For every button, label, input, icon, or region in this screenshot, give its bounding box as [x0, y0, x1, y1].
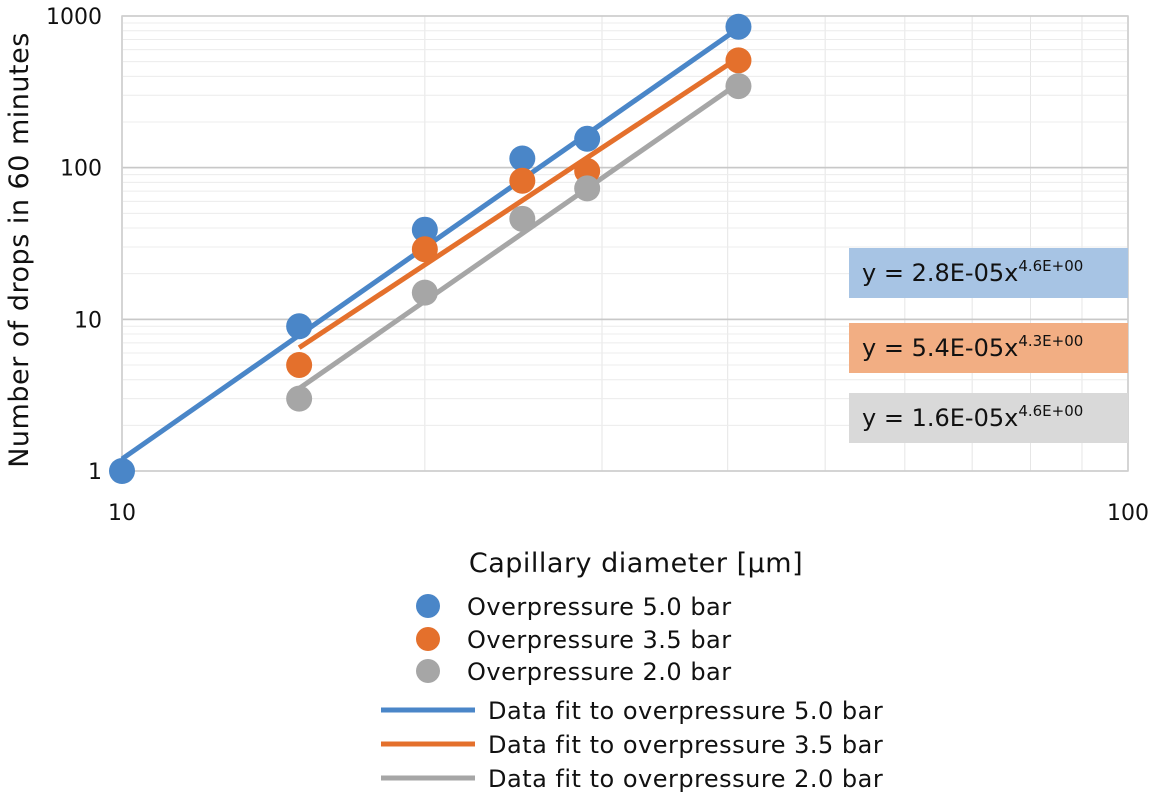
data-point: [411, 216, 438, 243]
legend-marker: [416, 594, 440, 618]
data-point: [509, 205, 536, 232]
legend-label: Data fit to overpressure 5.0 bar: [488, 697, 883, 725]
equation-text: y = 1.6E-05x4.6E+00: [862, 402, 1083, 432]
legend-label: Overpressure 2.0 bar: [467, 658, 732, 686]
data-point: [574, 175, 601, 202]
data-point: [286, 385, 313, 412]
y-tick-label: 1000: [46, 5, 102, 30]
y-axis-title: Number of drops in 60 minutes: [4, 32, 35, 468]
equation-box: [849, 323, 1128, 373]
x-axis-title: Capillary diameter [µm]: [469, 548, 803, 579]
legend-marker: [416, 659, 440, 683]
legend-label: Overpressure 5.0 bar: [467, 593, 732, 621]
legend-marker: [416, 627, 440, 651]
equation-exponent: 4.6E+00: [1018, 402, 1083, 420]
data-point: [574, 125, 601, 152]
data-point: [509, 167, 536, 194]
data-point: [411, 236, 438, 263]
equation-base: y = 1.6E-05x: [862, 404, 1018, 432]
data-point: [286, 313, 313, 340]
data-point: [509, 145, 536, 172]
fit-equations: y = 2.8E-05x4.6E+00y = 5.4E-05x4.3E+00y …: [849, 248, 1128, 443]
equation-exponent: 4.3E+00: [1018, 332, 1083, 350]
fit-line: [297, 81, 740, 391]
legend-label: Data fit to overpressure 3.5 bar: [488, 731, 883, 759]
data-point: [725, 73, 752, 100]
fit-line: [297, 55, 740, 350]
data-points: [109, 13, 752, 484]
data-point: [109, 458, 135, 484]
legend-label: Data fit to overpressure 2.0 bar: [488, 765, 883, 793]
data-point: [411, 279, 438, 306]
y-tick-label: 1: [88, 460, 102, 485]
equation-base: y = 2.8E-05x: [862, 259, 1018, 287]
data-point: [725, 13, 752, 40]
equation-text: y = 2.8E-05x4.6E+00: [862, 257, 1083, 287]
equation-text: y = 5.4E-05x4.3E+00: [862, 332, 1083, 362]
data-point: [725, 47, 752, 74]
equation-base: y = 5.4E-05x: [862, 334, 1018, 362]
grid: [121, 15, 1129, 472]
legend: Overpressure 5.0 bar Overpressure 3.5 bar…: [381, 593, 883, 793]
x-tick-label: 100: [1107, 501, 1149, 526]
equation-box: [849, 393, 1128, 443]
legend-label: Overpressure 3.5 bar: [467, 626, 732, 654]
data-point: [286, 351, 313, 378]
y-tick-label: 10: [74, 308, 102, 333]
equation-exponent: 4.6E+00: [1018, 257, 1083, 275]
x-tick-label: 10: [108, 501, 136, 526]
y-tick-label: 100: [60, 157, 102, 182]
equation-box: [849, 248, 1128, 298]
plot-area-border: [121, 15, 1129, 472]
